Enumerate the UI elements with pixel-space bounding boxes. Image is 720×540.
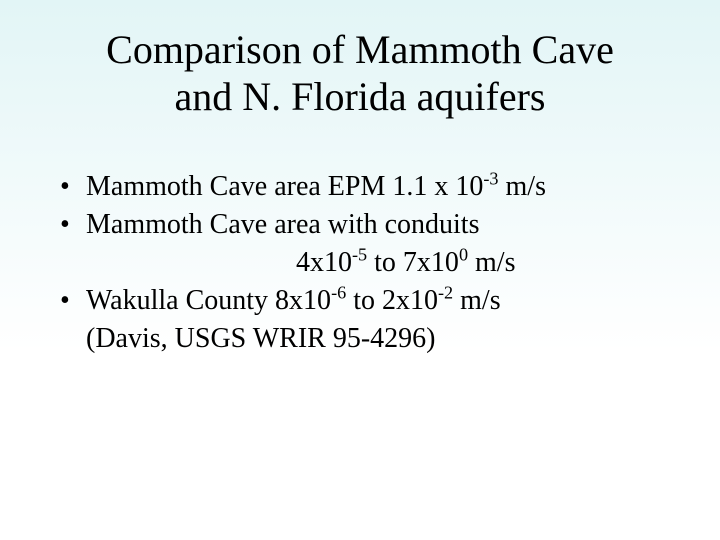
bullet-text: 4x10 <box>296 247 352 278</box>
exponent: -6 <box>331 282 346 302</box>
exponent: -5 <box>352 245 367 265</box>
bullet-text: to 7x10 <box>367 247 459 278</box>
exponent: 0 <box>459 245 468 265</box>
bullet-sub-line: 4x10-5 to 7x100 m/s <box>86 244 660 282</box>
bullet-list: Mammoth Cave area EPM 1.1 x 10-3 m/s Mam… <box>60 168 660 319</box>
title-line-2: and N. Florida aquifers <box>174 74 545 119</box>
exponent: -2 <box>438 282 453 302</box>
title-line-1: Comparison of Mammoth Cave <box>106 27 614 72</box>
bullet-text: Mammoth Cave area EPM 1.1 x 10 <box>86 171 483 202</box>
bullet-text: m/s <box>453 285 500 316</box>
bullet-text: to 2x10 <box>346 285 438 316</box>
bullet-item: Wakulla County 8x10-6 to 2x10-2 m/s <box>60 282 660 320</box>
bullet-text: Mammoth Cave area with conduits <box>86 209 479 240</box>
bullet-text: Wakulla County 8x10 <box>86 285 331 316</box>
exponent: -3 <box>483 169 498 189</box>
bullet-item: Mammoth Cave area with conduits 4x10-5 t… <box>60 206 660 282</box>
slide-container: Comparison of Mammoth Cave and N. Florid… <box>0 0 720 540</box>
bullet-text: m/s <box>468 247 515 278</box>
bullet-item: Mammoth Cave area EPM 1.1 x 10-3 m/s <box>60 168 660 206</box>
bullet-text: m/s <box>499 171 546 202</box>
slide-title: Comparison of Mammoth Cave and N. Florid… <box>60 26 660 120</box>
citation-line: (Davis, USGS WRIR 95-4296) <box>60 320 660 358</box>
